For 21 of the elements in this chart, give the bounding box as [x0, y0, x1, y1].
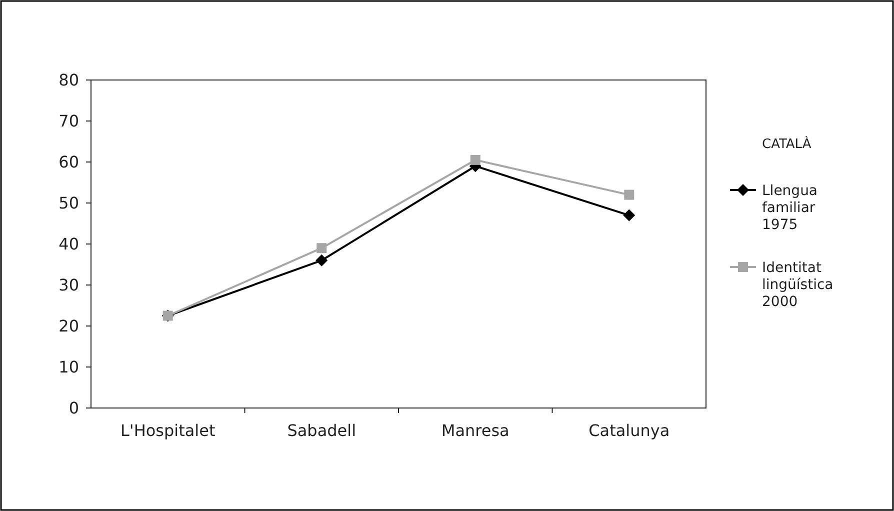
y-tick-label: 50	[58, 194, 79, 213]
legend-label: Identitat lingüística 2000	[762, 260, 834, 310]
point	[623, 209, 636, 222]
y-tick-label: 70	[58, 112, 79, 131]
point	[470, 154, 480, 165]
x-tick-label: L'Hospitalet	[120, 421, 216, 440]
y-tick-label: 30	[58, 276, 79, 295]
x-tick-label: Catalunya	[588, 421, 670, 440]
x-tick-label: Sabadell	[287, 421, 356, 440]
y-tick-label: 20	[58, 316, 79, 336]
legend-title: CATALÀ	[762, 135, 812, 152]
y-tick-label: 40	[58, 234, 79, 254]
point	[316, 254, 328, 266]
y-tick-label: 60	[58, 152, 79, 172]
y-tick-label: 0	[68, 398, 79, 418]
x-tick-label: Manresa	[441, 421, 510, 440]
y-tick-label: 10	[58, 358, 79, 377]
point	[316, 243, 327, 254]
legend-label: Llengua familiar 1975	[762, 183, 818, 233]
point	[624, 190, 634, 200]
y-tick-label: 80	[58, 70, 79, 90]
